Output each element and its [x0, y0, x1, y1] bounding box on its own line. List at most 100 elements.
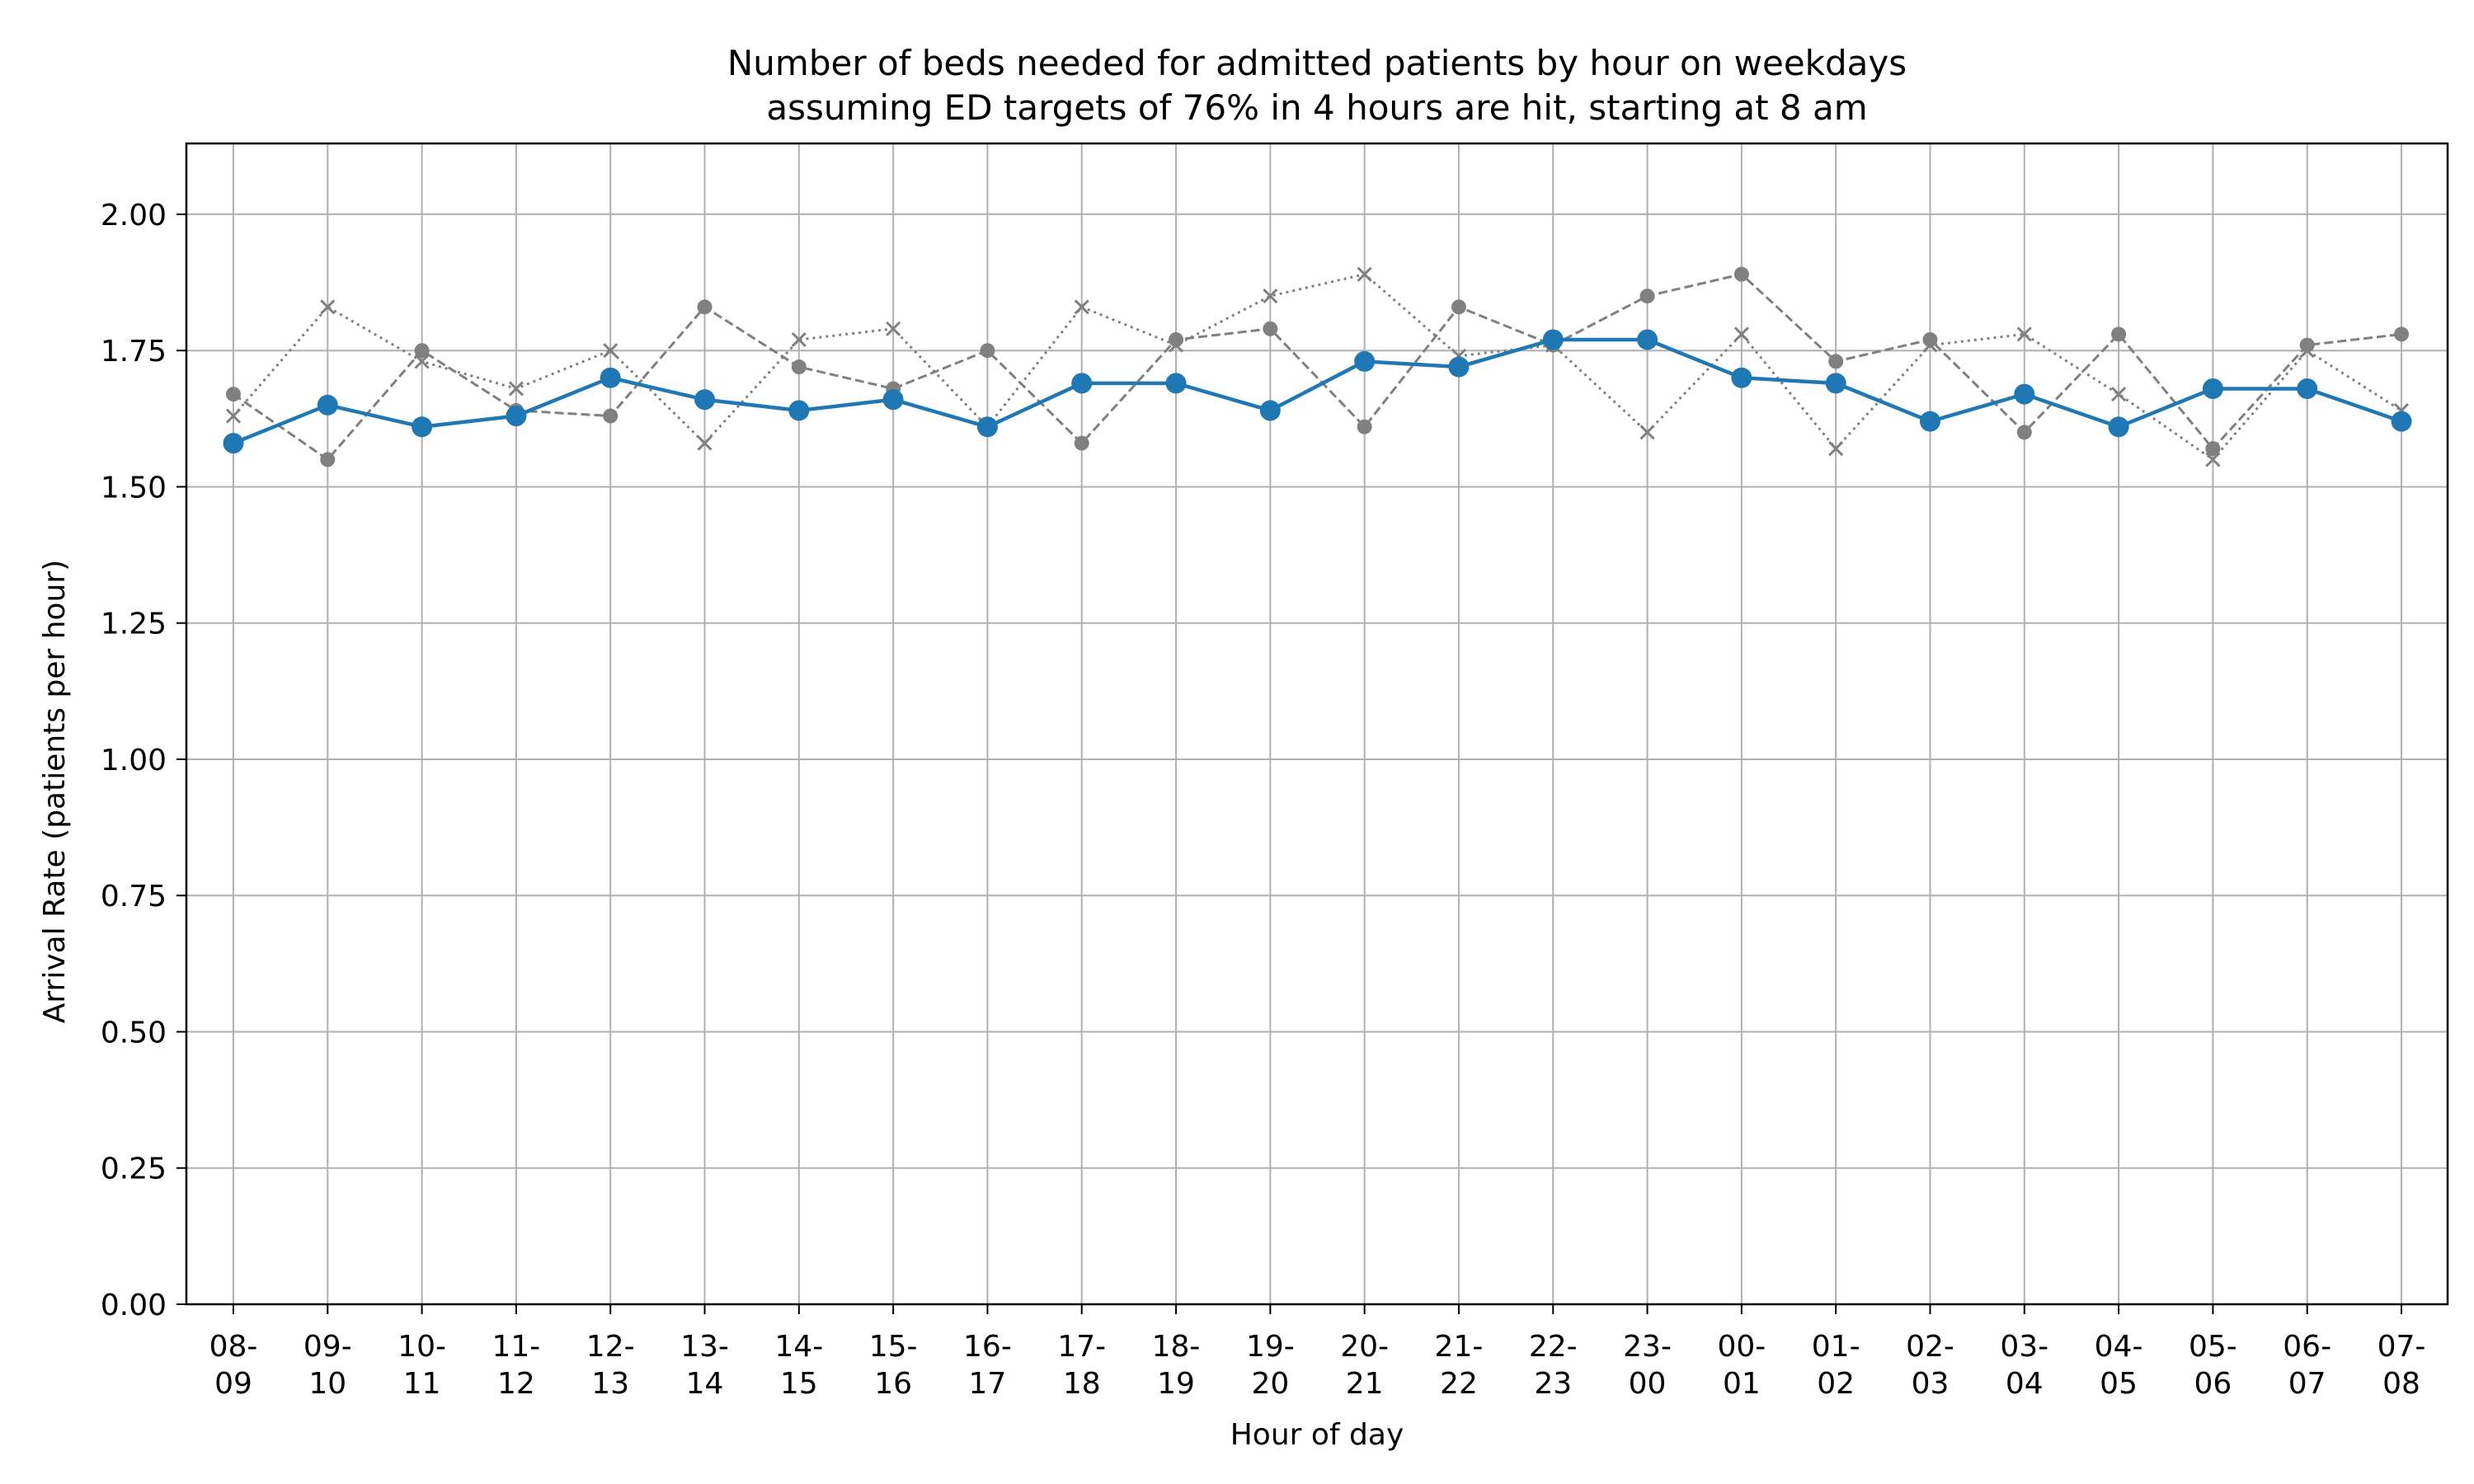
- x-tick-label: 23-: [1623, 1330, 1672, 1364]
- data-point: [320, 299, 336, 315]
- plot-frame: [185, 142, 2449, 1306]
- data-point: [223, 433, 244, 454]
- y-tick-label: 0.75: [101, 880, 167, 913]
- data-point: [506, 406, 527, 427]
- data-point: [414, 343, 430, 359]
- data-point: [2111, 326, 2127, 342]
- data-point: [2394, 326, 2409, 342]
- x-tick-label: 23: [1534, 1367, 1572, 1401]
- y-tick-label: 0.00: [101, 1289, 167, 1322]
- data-point: [226, 387, 241, 402]
- y-tick-label: 1.25: [101, 608, 167, 641]
- data-point: [1919, 411, 1940, 432]
- data-point: [1357, 266, 1372, 282]
- x-tick-label: 20-: [1340, 1330, 1389, 1364]
- x-tick-label: 09-: [303, 1330, 352, 1364]
- data-point: [1639, 289, 1655, 304]
- data-point: [1448, 356, 1470, 378]
- data-point: [1169, 331, 1184, 347]
- data-point: [697, 299, 713, 315]
- x-tick-label: 21-: [1435, 1330, 1484, 1364]
- x-tick-label: 04: [2006, 1367, 2044, 1401]
- x-tick-label: 16-: [963, 1330, 1012, 1364]
- data-point: [791, 359, 807, 375]
- data-point: [697, 435, 713, 451]
- x-tick-label: 06-: [2283, 1330, 2331, 1364]
- data-point: [1451, 299, 1466, 315]
- data-point: [2205, 441, 2221, 457]
- data-point: [603, 408, 618, 424]
- data-point: [1825, 373, 1846, 394]
- series-line: [233, 337, 2402, 445]
- x-tick-label: 09: [214, 1367, 252, 1401]
- series-layer: [223, 266, 2412, 467]
- x-tick-label: 13-: [680, 1330, 729, 1364]
- y-tick-label: 1.50: [101, 471, 167, 505]
- data-point: [2016, 326, 2032, 342]
- y-tick-label: 0.25: [101, 1153, 167, 1186]
- data-point: [976, 416, 998, 438]
- x-tick-label: 08-: [209, 1330, 258, 1364]
- y-axis-label: Arrival Rate (patients per hour): [38, 560, 72, 1024]
- y-tick-label: 2.00: [101, 199, 167, 232]
- x-tick-label: 03: [1912, 1367, 1950, 1401]
- x-tick-label: 06: [2194, 1367, 2232, 1401]
- x-tick-label: 04-: [2095, 1330, 2143, 1364]
- data-point: [694, 389, 716, 411]
- data-point: [1639, 425, 1655, 440]
- series-line: [232, 272, 2402, 462]
- data-point: [412, 416, 433, 438]
- data-point: [1733, 326, 1749, 342]
- x-tick-label: 11: [403, 1367, 441, 1401]
- x-tick-label: 17-: [1057, 1330, 1106, 1364]
- data-point: [980, 343, 995, 359]
- data-point: [886, 321, 901, 336]
- chart-title: Number of beds needed for admitted patie…: [727, 43, 1907, 83]
- x-tick-label: 15-: [869, 1330, 918, 1364]
- data-point: [882, 389, 904, 411]
- x-tick-label: 08: [2382, 1367, 2420, 1401]
- data-point: [2297, 378, 2318, 399]
- data-point: [2299, 337, 2315, 353]
- x-tick-label: 05: [2100, 1367, 2138, 1401]
- data-point: [1263, 321, 1278, 336]
- data-point: [1259, 400, 1281, 421]
- data-point: [1165, 373, 1187, 394]
- data-point: [600, 367, 621, 388]
- x-tick-label: 21: [1346, 1367, 1384, 1401]
- data-point: [1733, 266, 1749, 282]
- data-point: [508, 381, 524, 397]
- x-axis: 08-0909-1010-1111-1212-1313-1414-1515-16…: [209, 1304, 2426, 1401]
- y-tick-label: 1.00: [101, 744, 167, 777]
- x-tick-label: 07: [2288, 1367, 2326, 1401]
- data-point: [1828, 354, 1844, 369]
- data-point: [320, 452, 336, 467]
- x-tick-label: 18-: [1152, 1330, 1201, 1364]
- x-tick-label: 07-: [2378, 1330, 2426, 1364]
- grid-layer: [186, 143, 2448, 1305]
- data-point: [1074, 299, 1089, 315]
- x-tick-label: 05-: [2189, 1330, 2237, 1364]
- x-tick-label: 01-: [1812, 1330, 1860, 1364]
- x-tick-label: 11-: [492, 1330, 541, 1364]
- x-tick-label: 10: [308, 1367, 346, 1401]
- x-tick-label: 16: [874, 1367, 912, 1401]
- x-tick-label: 12: [497, 1367, 535, 1401]
- data-point: [2016, 425, 2032, 440]
- x-tick-label: 18: [1063, 1367, 1101, 1401]
- x-tick-label: 10-: [397, 1330, 446, 1364]
- data-point: [791, 331, 807, 348]
- x-tick-label: 02: [1817, 1367, 1855, 1401]
- x-tick-label: 22-: [1529, 1330, 1578, 1364]
- x-tick-label: 13: [591, 1367, 629, 1401]
- data-point: [788, 400, 810, 421]
- x-tick-label: 00-: [1717, 1330, 1766, 1364]
- x-tick-label: 15: [780, 1367, 818, 1401]
- x-tick-label: 02-: [1906, 1330, 1954, 1364]
- x-tick-label: 22: [1440, 1367, 1478, 1401]
- x-tick-label: 19: [1157, 1367, 1195, 1401]
- data-point: [1357, 419, 1372, 434]
- y-tick-label: 1.75: [101, 335, 167, 369]
